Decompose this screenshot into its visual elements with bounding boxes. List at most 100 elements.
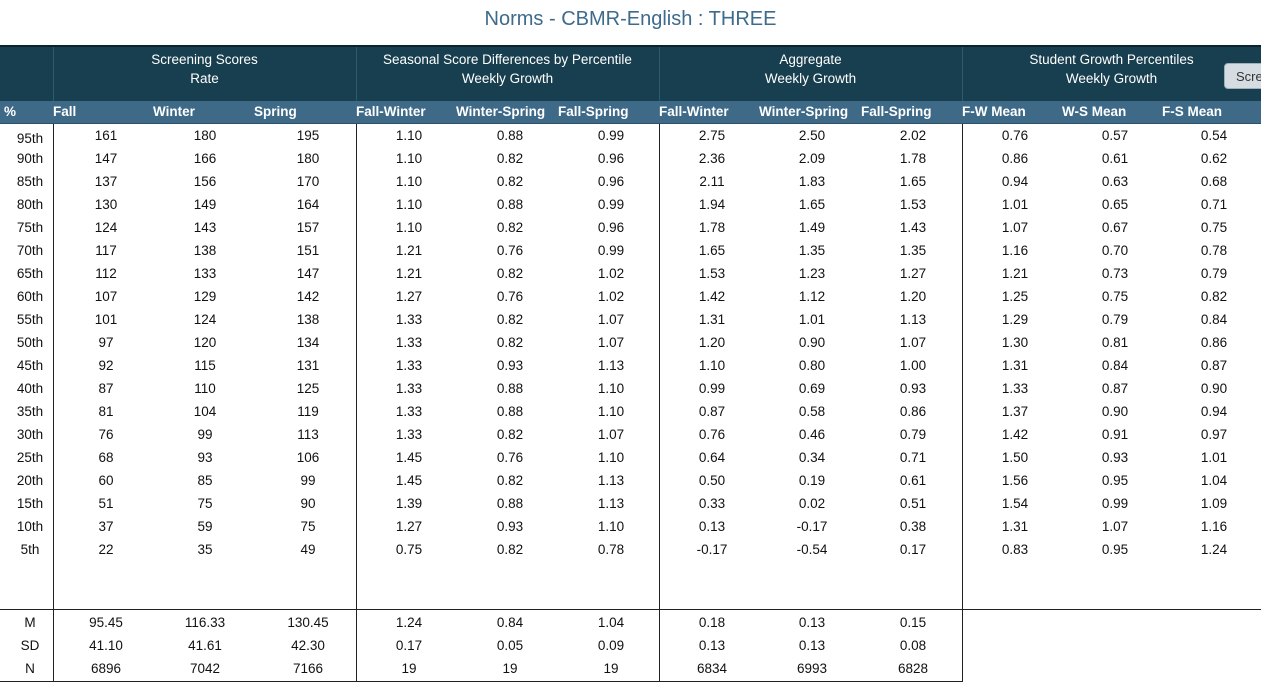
- group-header-band: Screening Scores Rate Seasonal Score Dif…: [0, 45, 1261, 103]
- summary-cell: 7042: [189, 661, 221, 676]
- data-cell: 1.07: [1001, 220, 1029, 235]
- data-cell: 0.81: [1101, 335, 1129, 350]
- col-header-fall-winter[interactable]: Fall-Winter: [356, 104, 426, 119]
- data-cell: 0.86: [1001, 151, 1029, 166]
- data-cell: 1.33: [395, 358, 423, 373]
- data-cell: 0.69: [798, 381, 826, 396]
- data-cell: 0.99: [597, 197, 625, 212]
- data-cell: 0.19: [798, 473, 826, 488]
- summary-cell: 0.15: [899, 615, 927, 630]
- data-cell: 1.20: [899, 289, 927, 304]
- table-row: 85th 137 156 170 1.10 0.82 0.96 2.11 1.83 1.65 0.9…: [0, 170, 1261, 193]
- data-cell: 1.31: [1001, 358, 1029, 373]
- data-cell: 0.82: [1200, 289, 1228, 304]
- summary-cell: [1169, 611, 1259, 634]
- data-cell: 1.20: [698, 335, 726, 350]
- data-cell: 59: [197, 519, 213, 534]
- group-subtitle: Rate: [190, 71, 219, 86]
- data-cell: 143: [193, 220, 217, 235]
- data-cell: 51: [98, 496, 114, 511]
- data-cell: 0.86: [899, 404, 927, 419]
- data-cell: 170: [296, 174, 320, 189]
- data-cell: 164: [296, 197, 320, 212]
- data-cell: 1.23: [798, 266, 826, 281]
- data-cell: 1.01: [1001, 197, 1029, 212]
- data-cell: 0.73: [1101, 266, 1129, 281]
- col-header-fw-mean[interactable]: F-W Mean: [962, 104, 1026, 119]
- data-cell: 0.17: [899, 542, 927, 557]
- col-header-fall[interactable]: Fall: [53, 104, 77, 119]
- percentile-label: 20th: [16, 473, 44, 488]
- data-cell: 180: [296, 151, 320, 166]
- table-row: 35th 81 104 119 1.33 0.88 1.10 0.87 0.58 0.86 1.37…: [0, 400, 1261, 423]
- data-cell: 137: [94, 174, 118, 189]
- data-cell: 138: [296, 312, 320, 327]
- col-header-agg-fall-spring[interactable]: Fall-Spring: [861, 104, 932, 119]
- data-cell: 0.99: [597, 128, 625, 143]
- data-cell: 1.31: [698, 312, 726, 327]
- data-cell: 0.94: [1001, 174, 1029, 189]
- col-header-winter-spring[interactable]: Winter-Spring: [456, 104, 546, 119]
- data-cell: 0.75: [395, 542, 423, 557]
- data-cell: 0.96: [597, 151, 625, 166]
- data-cell: 0.93: [1101, 450, 1129, 465]
- data-cell: 166: [193, 151, 217, 166]
- data-cell: 0.84: [1101, 358, 1129, 373]
- data-cell: 0.71: [1200, 197, 1228, 212]
- data-cell: 1.10: [597, 404, 625, 419]
- data-cell: 138: [193, 243, 217, 258]
- data-cell: 2.02: [899, 128, 927, 143]
- data-cell: 0.76: [496, 450, 524, 465]
- data-cell: 1.35: [798, 243, 826, 258]
- data-cell: 75: [197, 496, 213, 511]
- data-cell: 0.68: [1200, 174, 1228, 189]
- table-row: 5th 22 35 49 0.75 0.82 0.78 -0.17 -0.54 0.17 0.83 0…: [0, 538, 1261, 561]
- data-cell: 110: [194, 381, 216, 396]
- col-header-spring[interactable]: Spring: [254, 104, 297, 119]
- col-header-agg-fall-winter[interactable]: Fall-Winter: [659, 104, 729, 119]
- summary-cell: 95.45: [89, 615, 123, 630]
- data-cell: 1.65: [899, 174, 927, 189]
- page-title: Norms - CBMR-English : THREE: [484, 8, 777, 30]
- summary-cell: 6828: [897, 661, 929, 676]
- data-cell: 0.58: [798, 404, 826, 419]
- screening-button[interactable]: Scre: [1224, 63, 1261, 89]
- percentile-label: 80th: [16, 197, 44, 212]
- data-cell: 0.84: [1200, 312, 1228, 327]
- data-cell: 1.33: [395, 404, 423, 419]
- data-cell: 101: [94, 312, 118, 327]
- table-row: 75th 124 143 157 1.10 0.82 0.96 1.78 1.49 1.43 1.0…: [0, 216, 1261, 239]
- summary-cell: [1169, 634, 1259, 657]
- percentile-label: 5th: [20, 542, 40, 557]
- data-cell: 1.27: [899, 266, 927, 281]
- data-cell: 1.78: [899, 151, 927, 166]
- col-header-winter[interactable]: Winter: [153, 104, 195, 119]
- col-header-fall-spring[interactable]: Fall-Spring: [558, 104, 629, 119]
- col-header-agg-winter-spring[interactable]: Winter-Spring: [759, 104, 849, 119]
- data-cell: 1.53: [899, 197, 927, 212]
- data-cell: 125: [296, 381, 320, 396]
- col-header-fs-mean[interactable]: F-S Mean: [1162, 104, 1223, 119]
- data-cell: 1.35: [899, 243, 927, 258]
- band-divider: [962, 47, 963, 103]
- summary-cell: 0.13: [698, 638, 726, 653]
- table-row: 45th 92 115 131 1.33 0.93 1.13 1.10 0.80 1.00 1.31…: [0, 354, 1261, 377]
- data-cell: 180: [193, 128, 217, 143]
- data-cell: 115: [194, 358, 216, 373]
- data-cell: 0.46: [798, 427, 826, 442]
- col-header-ws-mean[interactable]: W-S Mean: [1062, 104, 1127, 119]
- summary-cell: [1070, 634, 1160, 657]
- data-cell: 0.88: [496, 128, 524, 143]
- data-cell: 1.10: [395, 197, 423, 212]
- percentile-label: 85th: [16, 174, 44, 189]
- group-header-aggregate: Aggregate Weekly Growth: [659, 47, 962, 103]
- data-cell: 0.54: [1200, 128, 1228, 143]
- percentile-label: 65th: [16, 266, 44, 281]
- data-cell: 0.97: [1200, 427, 1228, 442]
- col-header-percentile[interactable]: %: [4, 104, 17, 119]
- data-cell: 0.34: [798, 450, 826, 465]
- data-cell: 151: [296, 243, 320, 258]
- data-cell: 1.10: [698, 358, 726, 373]
- data-cell: 2.09: [798, 151, 826, 166]
- data-cell: 0.82: [496, 312, 524, 327]
